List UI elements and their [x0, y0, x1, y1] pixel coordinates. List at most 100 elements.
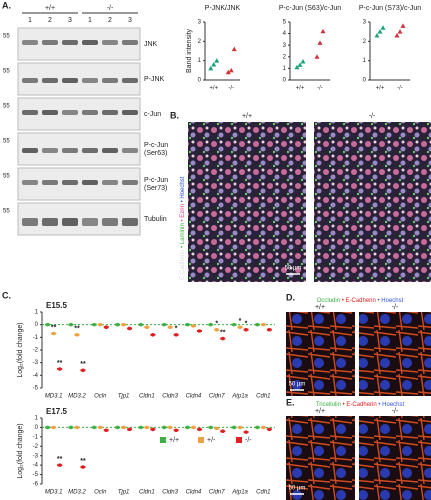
y-label: Log₂(fold change): [17, 423, 24, 478]
point: [317, 40, 323, 45]
x-tick-label: -/-: [317, 86, 323, 92]
y-tick-label: 3: [283, 43, 287, 49]
y-tick-label: 2: [363, 39, 367, 45]
y-tick-label: 1: [35, 416, 39, 422]
significance: *: [245, 321, 248, 328]
point: [214, 58, 220, 63]
legend-swatch: [198, 437, 204, 443]
point: [225, 69, 231, 75]
scale-bar: 50 µm: [285, 266, 302, 272]
band: [42, 148, 58, 153]
lane-label: 3: [128, 17, 132, 24]
panel-label: B.: [170, 110, 179, 120]
band: [62, 78, 78, 83]
x-tick-label: MD3.2: [68, 490, 86, 496]
band: [42, 218, 58, 226]
point: [139, 425, 143, 430]
band: [62, 218, 78, 226]
point: [75, 333, 79, 337]
point: [121, 322, 126, 327]
point: [320, 28, 326, 34]
y-label: Band intensity: [186, 29, 193, 73]
band: [62, 110, 78, 115]
panel-label: E.: [286, 397, 295, 407]
genotype: +/+: [315, 408, 325, 415]
blot-label: P-JNK: [144, 76, 165, 83]
marker: 55: [3, 209, 10, 215]
point: [174, 428, 178, 433]
y-tick-label: -1: [33, 434, 39, 440]
x-tick-label: Ocln: [94, 394, 107, 400]
point: [145, 425, 149, 430]
point: [380, 25, 386, 30]
point: [69, 425, 73, 430]
stain: Occludin: [317, 298, 340, 304]
y-tick-label: 2: [283, 54, 287, 60]
x-tick-label: -/-: [228, 86, 234, 92]
significance: **: [57, 360, 63, 367]
band: [22, 148, 38, 153]
genotype: -/-: [392, 408, 399, 415]
significance: **: [51, 324, 57, 331]
band: [62, 40, 78, 45]
point: [244, 430, 248, 434]
x-tick-label: -/-: [397, 86, 403, 92]
x-tick-label: +/+: [296, 86, 305, 92]
band: [22, 218, 38, 226]
x-tick-label: Ocln: [94, 490, 107, 496]
x-tick-label: Cldn3: [162, 490, 178, 496]
point: [238, 325, 242, 330]
band: [102, 40, 118, 45]
legend-label: -/-: [245, 437, 252, 444]
stain: • Hoechst: [376, 298, 404, 304]
significance: **: [57, 456, 63, 463]
stain: • Laminin: [180, 223, 186, 249]
y-tick-label: 0: [35, 425, 39, 431]
blot: [17, 132, 141, 166]
chart-title: P-c-Jun (S63)/c-Jun: [279, 5, 341, 12]
stain: • Hoechst: [377, 402, 405, 408]
point: [98, 425, 103, 430]
point: [191, 425, 196, 430]
marker: 55: [3, 139, 10, 145]
chart-title: P-c-Jun (S73)/c-Jun: [359, 5, 421, 12]
x-tick-label: Atp1a: [231, 490, 248, 496]
x-tick-label: Cdh1: [256, 394, 270, 400]
marker: 55: [3, 174, 10, 180]
point: [397, 29, 403, 34]
y-tick-label: 1: [283, 66, 287, 72]
band: [102, 110, 118, 115]
genotype: +/+: [242, 113, 252, 120]
point: [244, 327, 248, 332]
band: [122, 110, 138, 115]
band: [22, 40, 38, 45]
band: [122, 148, 138, 153]
y-tick-label: 1: [198, 58, 202, 64]
point: [98, 322, 103, 327]
stain: • Ezrin: [180, 204, 186, 223]
band: [82, 180, 98, 185]
band: [122, 180, 138, 185]
stain-legend: E-Cadherin • Laminin • Ezrin • Hoechst: [180, 176, 186, 280]
point: [92, 425, 97, 430]
panel-label: D.: [286, 292, 295, 302]
significance: **: [80, 458, 86, 465]
y-tick-label: 1: [363, 58, 367, 64]
band: [82, 148, 98, 153]
band: [62, 180, 78, 185]
point: [191, 324, 196, 328]
lane-label: 1: [28, 17, 32, 24]
point: [185, 425, 190, 430]
significance: *: [215, 321, 218, 328]
x-tick-label: MD3.2: [68, 394, 86, 400]
stain-legend: Occludin • E-Cadherin • Hoechst: [317, 298, 404, 304]
stain-legend: Tricellulin • E-Cadherin • Hoechst: [316, 402, 405, 408]
band: [102, 180, 118, 185]
stain: • Hoechst: [180, 176, 186, 204]
genotype: +/+: [45, 5, 55, 12]
point: [168, 325, 172, 330]
point: [208, 322, 213, 327]
point: [69, 322, 73, 327]
point: [255, 322, 260, 327]
